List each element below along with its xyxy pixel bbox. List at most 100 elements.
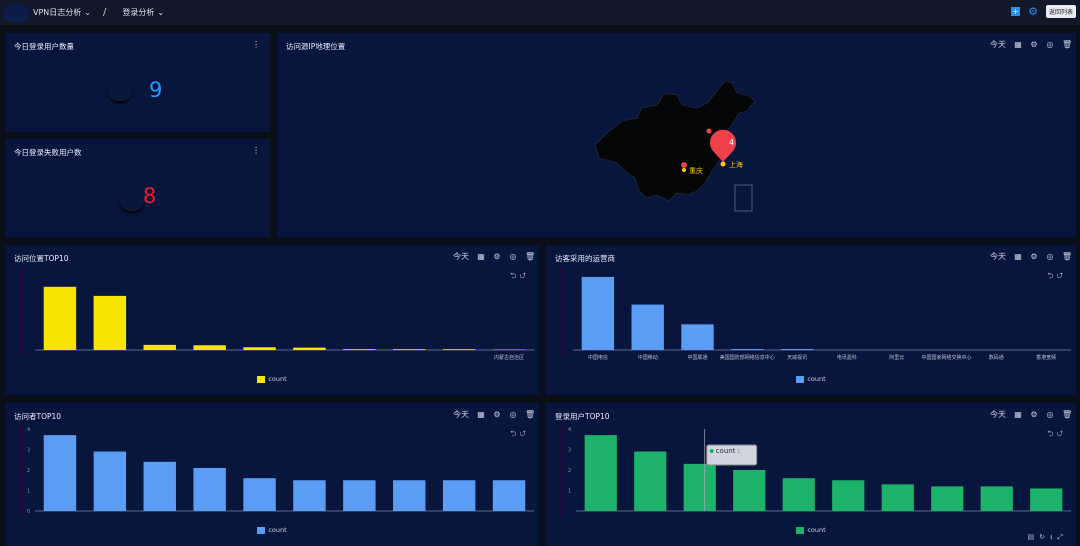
y-scrollbar[interactable] <box>560 267 564 356</box>
bar[interactable] <box>293 480 326 511</box>
target-icon[interactable]: ◎ <box>1046 39 1054 49</box>
legend[interactable]: count <box>546 526 1076 534</box>
gear-icon[interactable]: ⚙ <box>493 409 501 419</box>
bar[interactable] <box>631 304 664 350</box>
chart-footer-tools[interactable]: ▤↻⭳⤢ <box>1027 533 1068 541</box>
zoom-reset-icon[interactable]: ⮌⮍ <box>510 429 529 438</box>
bar[interactable] <box>1030 488 1063 511</box>
south-sea-inset <box>734 184 753 212</box>
range-select[interactable]: 今天 <box>990 252 1006 261</box>
y-scrollbar[interactable] <box>19 425 23 517</box>
target-icon[interactable]: ◎ <box>1046 409 1054 419</box>
bar[interactable] <box>881 484 914 511</box>
bar[interactable] <box>634 451 667 511</box>
bar-chart: 0 1 2 3 4 <box>19 425 534 517</box>
bar[interactable] <box>43 435 77 511</box>
marker-dot <box>682 168 686 172</box>
y-tick-label: 1 <box>27 489 30 495</box>
y-tick-label: 4 <box>568 427 571 433</box>
gear-icon[interactable]: ⚙ <box>1030 409 1038 419</box>
chart-panel-login-user-top10: 登录用户TOP10 今天 ▦ ⚙ ◎ 🗑 ⮌⮍ count ▤↻⭳⤢ 1 2 3 4 count : <box>546 403 1076 546</box>
bar[interactable] <box>780 349 814 350</box>
y-scrollbar[interactable] <box>19 267 23 356</box>
range-select[interactable]: 今天 <box>990 40 1006 49</box>
breadcrumb-vpn-log[interactable]: VPN日志分析 ⌄ <box>33 7 91 18</box>
map-pin-icon[interactable] <box>710 129 736 162</box>
map-pin-icon[interactable] <box>706 128 712 134</box>
bar[interactable] <box>683 463 716 511</box>
bar[interactable] <box>980 486 1013 511</box>
bar[interactable] <box>143 344 176 350</box>
x-tick-label: 中国电信 <box>588 354 608 361</box>
trash-icon[interactable]: 🗑 <box>1062 251 1073 261</box>
legend[interactable]: count <box>5 526 539 534</box>
range-select[interactable]: 今天 <box>990 410 1006 419</box>
legend[interactable]: count <box>5 375 539 383</box>
legend[interactable]: count <box>546 375 1076 383</box>
bar[interactable] <box>93 295 127 350</box>
y-scrollbar[interactable] <box>560 425 564 517</box>
bar[interactable] <box>143 461 176 511</box>
chart-icon[interactable]: ▦ <box>1014 409 1022 419</box>
bar[interactable] <box>193 345 226 350</box>
x-tick-label: 中国移动 <box>638 354 658 361</box>
bar[interactable] <box>681 324 714 350</box>
bar[interactable] <box>442 480 476 511</box>
chart-icon[interactable]: ▦ <box>1014 39 1022 49</box>
range-select[interactable]: 今天 <box>453 252 469 261</box>
bar[interactable] <box>93 451 127 511</box>
bar[interactable] <box>581 276 615 350</box>
range-select[interactable]: 今天 <box>453 410 469 419</box>
bar[interactable] <box>243 347 276 350</box>
bar[interactable] <box>243 478 276 511</box>
bar[interactable] <box>584 435 617 511</box>
panel-title: 访客采用的运营商 <box>555 254 615 263</box>
bar[interactable] <box>832 480 865 511</box>
bar[interactable] <box>193 467 226 511</box>
gear-icon[interactable]: ⚙ <box>1028 5 1038 18</box>
trash-icon[interactable]: 🗑 <box>1062 409 1073 419</box>
legend-swatch <box>796 375 805 383</box>
zoom-reset-icon[interactable]: ⮌⮍ <box>1047 271 1066 280</box>
trash-icon[interactable]: 🗑 <box>525 409 536 419</box>
bar[interactable] <box>492 480 526 511</box>
chart-icon[interactable]: ▦ <box>1014 251 1022 261</box>
gear-icon[interactable]: ⚙ <box>1030 39 1038 49</box>
ring-decoration <box>107 75 133 101</box>
bar[interactable] <box>442 349 476 350</box>
marker-count: 4 <box>729 138 734 147</box>
china-map[interactable]: 4 上海 重庆 <box>277 33 1076 237</box>
bar[interactable] <box>343 480 376 511</box>
back-to-list-button[interactable]: 返回列表 <box>1045 5 1076 18</box>
target-icon[interactable]: ◎ <box>1046 251 1054 261</box>
bar[interactable] <box>393 349 426 350</box>
panel-title: 访问位置TOP10 <box>14 254 69 263</box>
more-icon[interactable]: ··· <box>250 40 260 49</box>
add-icon[interactable]: + <box>1011 7 1021 16</box>
bar[interactable] <box>733 470 766 511</box>
bar[interactable] <box>931 486 964 511</box>
bar[interactable] <box>43 286 77 350</box>
target-icon[interactable]: ◎ <box>509 409 517 419</box>
bar[interactable] <box>782 478 815 511</box>
zoom-reset-icon[interactable]: ⮌⮍ <box>1047 429 1066 438</box>
bar[interactable] <box>393 480 426 511</box>
tooltip <box>706 444 758 466</box>
bar[interactable] <box>343 349 376 350</box>
target-icon[interactable]: ◎ <box>509 251 517 261</box>
gear-icon[interactable]: ⚙ <box>1030 251 1038 261</box>
bar[interactable] <box>731 349 764 350</box>
zoom-reset-icon[interactable]: ⮌⮍ <box>510 271 529 280</box>
map-land <box>594 80 756 202</box>
gear-icon[interactable]: ⚙ <box>493 251 501 261</box>
more-icon[interactable]: ··· <box>250 146 260 155</box>
chart-icon[interactable]: ▦ <box>477 409 485 419</box>
breadcrumb-login-analysis[interactable]: 登录分析 ⌄ <box>122 7 164 18</box>
map-pin-icon[interactable] <box>681 162 687 168</box>
chart-icon[interactable]: ▦ <box>477 251 485 261</box>
chart-panel-carrier: 访客采用的运营商 今天 ▦ ⚙ ◎ 🗑 ⮌⮍ count 中国电信 中国移动 中国联通 美国国防… <box>546 245 1076 395</box>
trash-icon[interactable]: 🗑 <box>1062 39 1073 49</box>
trash-icon[interactable]: 🗑 <box>525 251 536 261</box>
legend-label: count <box>268 526 287 534</box>
bar[interactable] <box>293 347 326 350</box>
